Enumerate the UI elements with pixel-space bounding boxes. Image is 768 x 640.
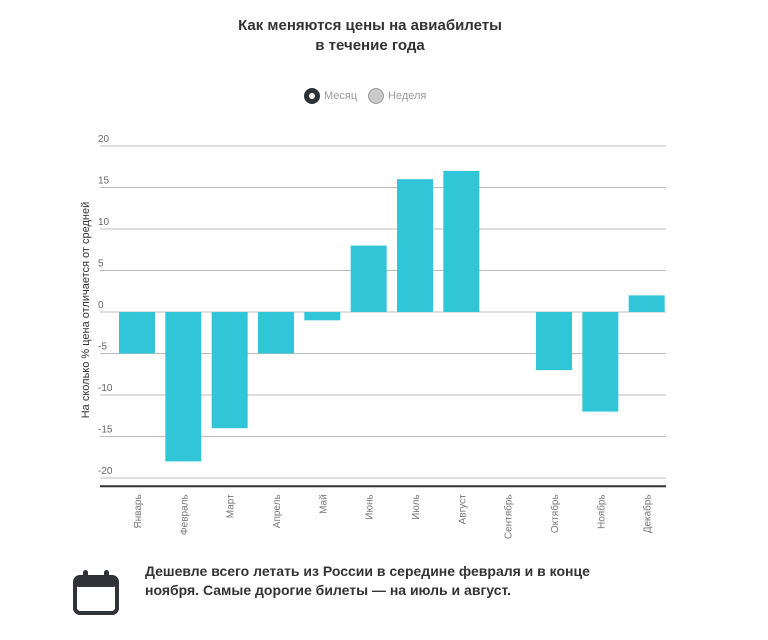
x-tick-label: Январь bbox=[133, 494, 144, 528]
y-tick-label: 20 bbox=[98, 134, 110, 145]
chart-title-line2: в течение года bbox=[315, 37, 425, 54]
y-tick-label: -5 bbox=[98, 342, 107, 353]
bar bbox=[258, 312, 294, 354]
bar bbox=[165, 312, 202, 462]
x-tick-label: Май bbox=[318, 494, 329, 514]
x-tick-label: Ноябрь bbox=[595, 494, 607, 529]
x-tick-label: Август bbox=[457, 494, 468, 525]
y-tick-label: -15 bbox=[98, 425, 113, 436]
x-tick-label: Декабрь bbox=[642, 494, 654, 533]
x-tick-label: Март bbox=[226, 494, 237, 518]
y-tick-label: 5 bbox=[98, 259, 104, 270]
radio-selected-icon bbox=[304, 88, 320, 104]
y-tick-label: 10 bbox=[98, 217, 110, 228]
bar bbox=[211, 312, 248, 429]
bar bbox=[304, 312, 341, 321]
week-toggle[interactable]: Неделя bbox=[368, 88, 426, 104]
bar bbox=[582, 312, 619, 412]
month-toggle-label: Месяц bbox=[324, 90, 358, 102]
y-tick-label: 15 bbox=[98, 176, 110, 187]
bar bbox=[536, 312, 572, 371]
bar bbox=[443, 170, 480, 312]
bar bbox=[119, 312, 155, 354]
bar bbox=[397, 179, 433, 312]
x-tick-label: Сентябрь bbox=[503, 494, 515, 539]
y-tick-label: 0 bbox=[98, 300, 104, 311]
y-tick-label: -10 bbox=[98, 383, 113, 394]
x-tick-label: Июнь bbox=[365, 494, 376, 519]
footer-note: Дешевле всего летать из России в середин… bbox=[145, 563, 590, 598]
chart-title: Как меняются цены на авиабилеты в течени… bbox=[0, 16, 740, 56]
calendar-icon bbox=[72, 568, 120, 621]
month-toggle[interactable]: Месяц bbox=[304, 88, 357, 104]
x-tick-label: Октябрь bbox=[549, 494, 561, 533]
x-tick-label: Февраль bbox=[179, 494, 190, 535]
chart-title-line1: Как меняются цены на авиабилеты bbox=[238, 17, 502, 34]
bar bbox=[350, 245, 387, 312]
y-tick-label: -20 bbox=[98, 466, 113, 477]
x-tick-label: Апрель bbox=[272, 494, 283, 528]
x-tick-label: Июль bbox=[411, 494, 422, 520]
radio-unselected-icon bbox=[368, 88, 384, 104]
week-toggle-label: Неделя bbox=[388, 90, 427, 102]
bar bbox=[628, 295, 665, 312]
